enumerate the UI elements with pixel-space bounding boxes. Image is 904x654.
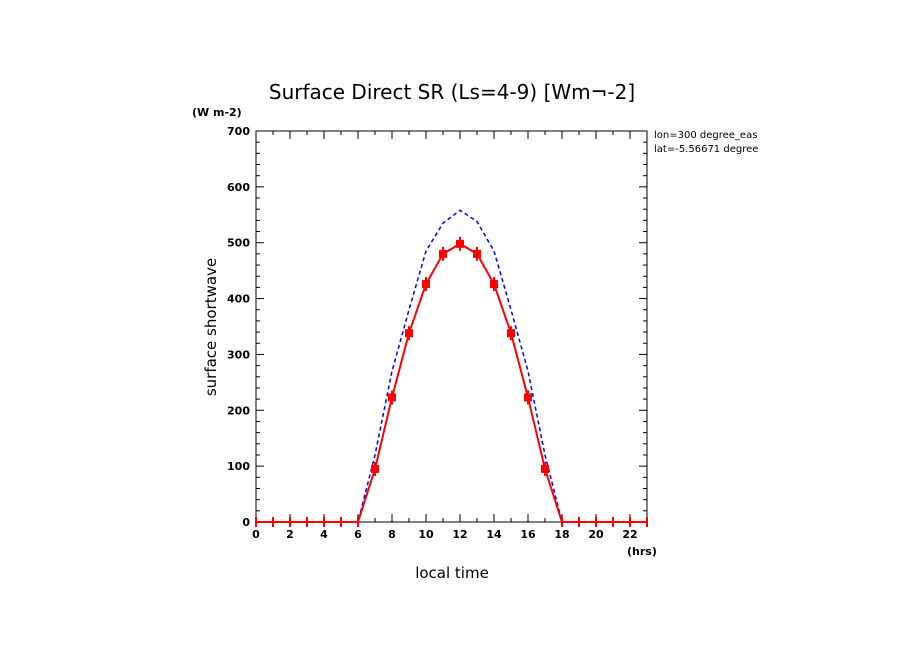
- annotation-lat: lat=-5.56671 degree: [654, 144, 758, 155]
- y-unit-label: (W m-2): [192, 106, 242, 119]
- y-tick-label: 700: [227, 125, 250, 138]
- y-tick-label: 400: [227, 293, 250, 306]
- x-tick-label: 12: [452, 528, 467, 541]
- red-data-point: [422, 280, 430, 289]
- x-tick-label: 20: [588, 528, 604, 541]
- y-tick-label: 600: [227, 181, 250, 194]
- y-tick-label: 0: [242, 516, 250, 529]
- y-tick-label: 200: [227, 404, 250, 417]
- annotation-lon: lon=300 degree_eas: [654, 130, 757, 141]
- plot-frame: [255, 130, 648, 523]
- x-unit-label: (hrs): [627, 545, 657, 558]
- y-tick-label: 300: [227, 348, 250, 361]
- red-data-point: [388, 393, 396, 402]
- red-data-point: [405, 329, 413, 338]
- red-data-point: [541, 464, 549, 473]
- x-tick-label: 6: [354, 528, 362, 541]
- red-data-point: [490, 280, 498, 289]
- y-tick-label: 100: [227, 460, 250, 473]
- series-line-blue: [256, 209, 647, 523]
- x-tick-label: 18: [554, 528, 569, 541]
- series-line-red: [256, 242, 647, 523]
- x-tick-label: 4: [320, 528, 328, 541]
- x-tick-label: 22: [622, 528, 637, 541]
- x-tick-label: 0: [252, 528, 260, 541]
- red-data-point: [371, 464, 379, 473]
- red-data-point: [524, 393, 532, 402]
- chart-title: Surface Direct SR (Ls=4-9) [Wm¬-2]: [269, 80, 635, 104]
- y-tick-label: 500: [227, 237, 250, 250]
- x-tick-label: 14: [486, 528, 502, 541]
- x-tick-label: 10: [418, 528, 434, 541]
- red-data-point: [507, 329, 515, 338]
- red-data-point: [439, 249, 447, 258]
- red-data-point: [456, 239, 464, 248]
- red-data-point: [473, 249, 481, 258]
- x-tick-label: 8: [388, 528, 396, 541]
- plot-area: 0 2 4 6 8 10 12 14 16 18 20 22 0 100 200 300 400 500 600 70…: [227, 125, 648, 541]
- x-tick-label: 16: [520, 528, 536, 541]
- x-axis-label: local time: [415, 564, 489, 582]
- x-tick-label: 2: [286, 528, 294, 541]
- y-axis-label: surface shortwave: [202, 258, 220, 396]
